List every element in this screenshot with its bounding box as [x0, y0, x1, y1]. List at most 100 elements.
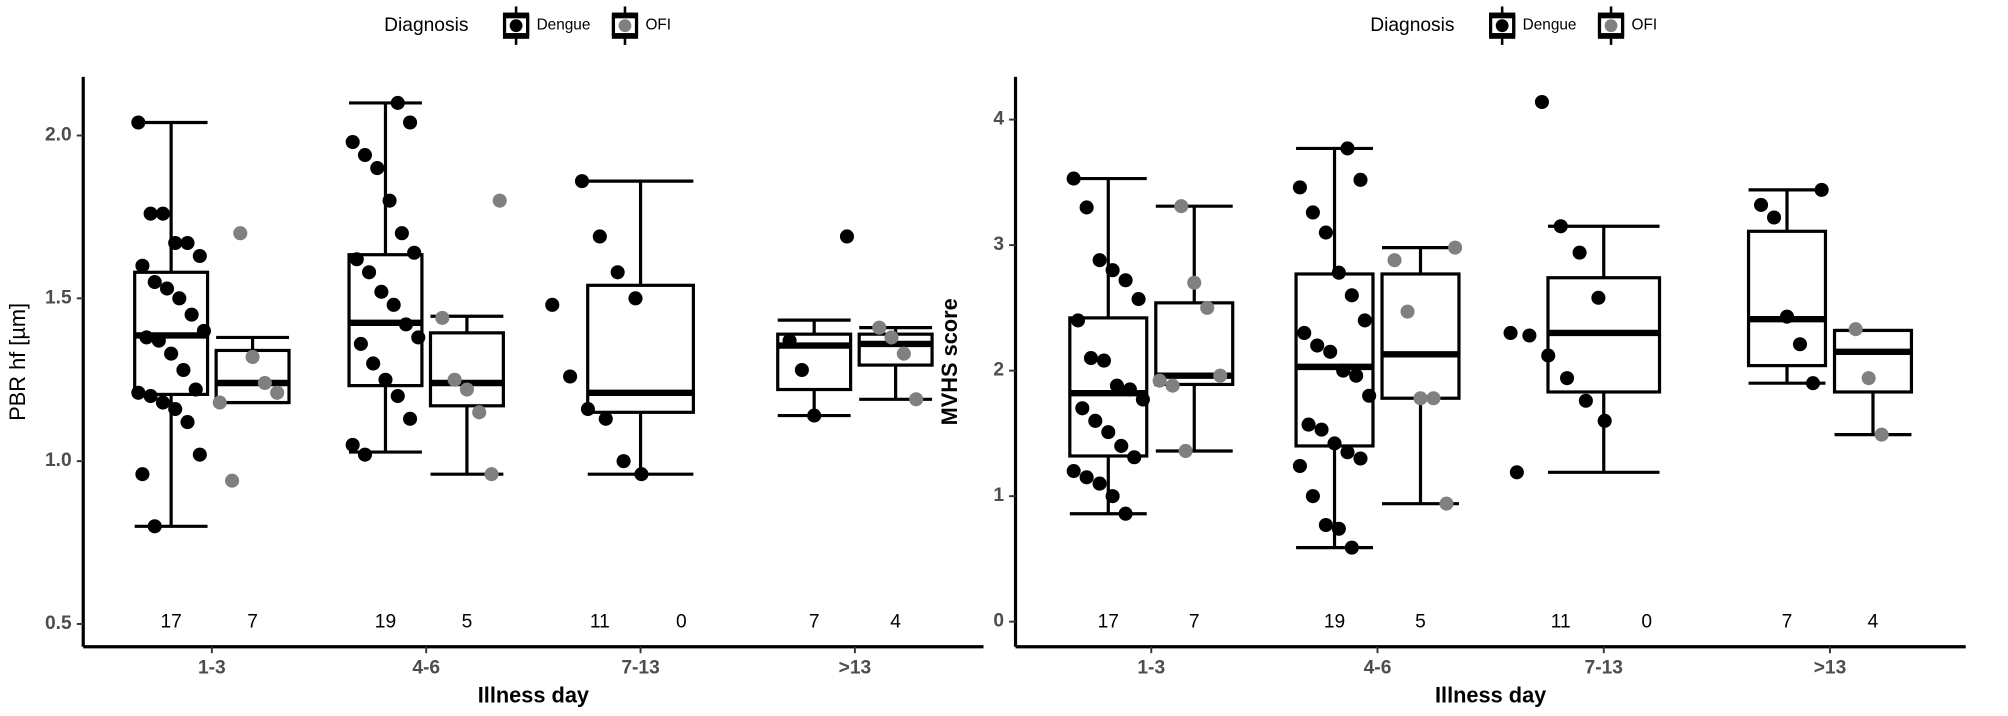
point [131, 115, 146, 130]
count-label: 11 [590, 612, 610, 633]
count-label: 19 [1324, 612, 1345, 633]
point [1874, 427, 1889, 442]
count-label: 7 [809, 612, 820, 633]
point [447, 372, 462, 387]
point [1131, 292, 1146, 307]
point [1187, 275, 1202, 290]
point [1092, 476, 1107, 491]
legend-key-dot [618, 19, 632, 33]
point [1301, 417, 1316, 432]
point [345, 134, 360, 150]
point [1426, 391, 1441, 406]
point [196, 323, 211, 338]
x-tick-label: 7-13 [621, 658, 659, 679]
point [390, 95, 405, 111]
point [180, 415, 195, 430]
x-tick-label: 1-3 [1137, 658, 1165, 679]
point [192, 248, 207, 264]
legend-key-dot [509, 19, 523, 33]
legend-label: OFI [645, 17, 671, 34]
point [131, 385, 146, 400]
point [580, 402, 595, 417]
point [1127, 450, 1142, 465]
y-tick-label: 4 [993, 109, 1004, 130]
point [1323, 344, 1338, 359]
point [159, 281, 175, 296]
point [1591, 290, 1606, 305]
point [1344, 540, 1359, 555]
count-label: 0 [676, 612, 687, 633]
point [1314, 422, 1329, 437]
point [1310, 338, 1325, 353]
point [135, 258, 150, 273]
point [1553, 219, 1568, 234]
point [1174, 199, 1189, 214]
point [345, 437, 360, 452]
count-label: 19 [375, 612, 396, 633]
point [782, 333, 797, 348]
point [1541, 348, 1556, 363]
y-tick-label: 0.5 [45, 613, 72, 634]
legend-label: OFI [1632, 17, 1658, 34]
x-tick-label: >13 [1814, 658, 1847, 679]
point [598, 411, 613, 426]
legend-label: Dengue [1523, 17, 1577, 34]
point [366, 356, 381, 371]
point [807, 408, 822, 423]
point [168, 402, 183, 417]
point [1353, 451, 1368, 466]
point [1509, 465, 1524, 480]
point [155, 206, 170, 221]
box [428, 331, 505, 408]
point [390, 388, 405, 404]
point [411, 330, 426, 345]
y-tick-label: 2.0 [45, 125, 72, 146]
point [188, 382, 203, 397]
y-tick-label: 3 [993, 234, 1004, 255]
point [1066, 171, 1081, 186]
point [839, 229, 855, 244]
point [896, 346, 911, 361]
point [1066, 464, 1081, 479]
box [1380, 272, 1461, 400]
point [225, 473, 240, 488]
point [1118, 273, 1133, 288]
count-label: 5 [1415, 612, 1426, 633]
legend-label: Dengue [537, 17, 591, 34]
point [1297, 325, 1312, 341]
point [1572, 245, 1587, 260]
point [362, 265, 377, 280]
count-label: 17 [1098, 612, 1119, 633]
point [1578, 393, 1593, 408]
count-label: 17 [160, 612, 181, 633]
point [378, 372, 393, 387]
point [357, 447, 373, 462]
point [176, 362, 191, 378]
point [1413, 391, 1428, 406]
point [1118, 506, 1133, 521]
point [1559, 371, 1575, 386]
point [1088, 413, 1103, 428]
point [1814, 182, 1829, 197]
point [374, 284, 389, 299]
point [403, 115, 418, 130]
point [1292, 458, 1307, 474]
point [1096, 353, 1112, 368]
point [1135, 392, 1150, 407]
count-label: 5 [462, 612, 473, 633]
point [349, 252, 364, 267]
point [147, 519, 162, 534]
point [180, 235, 195, 251]
x-tick-label: 4-6 [1364, 658, 1392, 679]
point [245, 349, 260, 365]
point [1344, 288, 1359, 303]
point [257, 375, 272, 391]
point [1848, 322, 1863, 337]
count-label: 4 [1868, 612, 1879, 633]
point [1079, 470, 1094, 485]
point [472, 405, 487, 420]
point [1357, 313, 1372, 328]
y-tick-label: 1 [993, 485, 1004, 506]
point [1101, 425, 1116, 440]
